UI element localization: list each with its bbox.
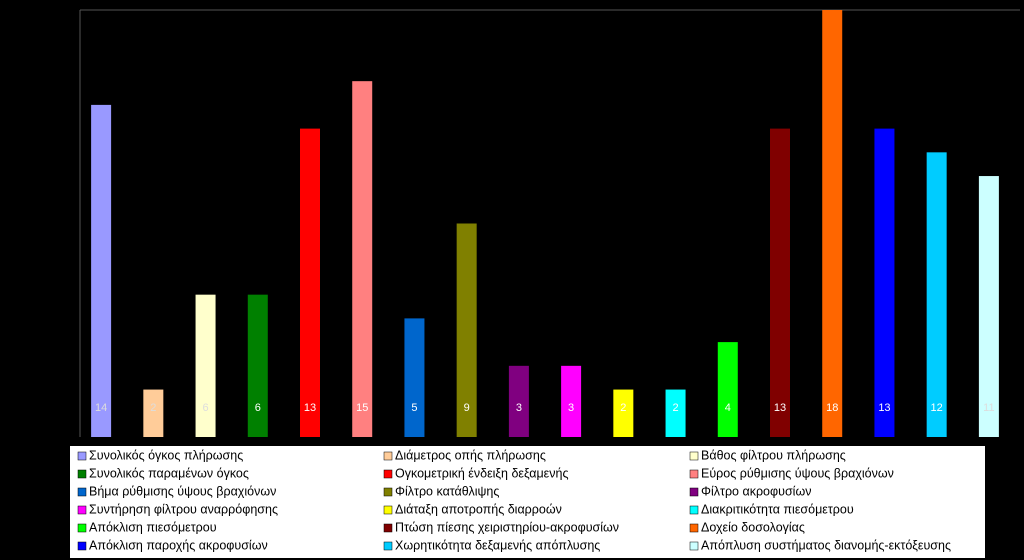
bar: [247, 294, 268, 437]
bar: [770, 128, 790, 437]
value-label: 13: [304, 402, 316, 414]
bar: [508, 365, 529, 437]
legend-swatch: [383, 541, 393, 551]
legend-swatch: [383, 451, 393, 461]
legend-label: Βάθος φίλτρου πλήρωσης: [701, 448, 846, 462]
value-label: 6: [202, 402, 208, 414]
legend-swatch: [383, 505, 393, 515]
value-label: 18: [826, 402, 838, 414]
legend-label: Διάταξη αποτροπής διαρροών: [395, 502, 562, 516]
value-label: 15: [356, 402, 368, 414]
legend-label: Συνολικός παραμένων όγκος: [89, 466, 249, 480]
legend-label: Συνολικός όγκος πλήρωσης: [89, 448, 243, 462]
value-label: 5: [411, 402, 417, 414]
value-label: 13: [774, 402, 786, 414]
value-label: 4: [725, 402, 731, 414]
legend-swatch: [689, 505, 699, 515]
legend-swatch: [77, 505, 87, 515]
legend-label: Φίλτρο ακροφυσίων: [701, 484, 811, 498]
bar: [613, 389, 634, 437]
bar: [404, 318, 425, 437]
bar: [978, 176, 999, 438]
legend-label: Διακριτικότητα πιεσόμετρου: [701, 502, 854, 516]
legend-label: Διάμετρος οπής πλήρωσης: [395, 448, 546, 462]
value-label: 2: [150, 402, 156, 414]
bar: [874, 128, 895, 437]
bar: [143, 389, 164, 437]
legend-swatch: [383, 469, 393, 479]
value-label: 6: [255, 402, 261, 414]
legend-label: Φίλτρο κατάθλιψης: [395, 484, 499, 498]
legend-label: Συντήρηση φίλτρου αναρρόφησης: [89, 502, 278, 516]
legend-swatch: [689, 451, 699, 461]
legend-box: [70, 446, 985, 558]
legend-label: Απόπλυση συστήματος διανομής-εκτόξευσης: [701, 538, 951, 552]
legend-label: Απόκλιση παροχής ακροφυσίων: [89, 538, 268, 552]
bar: [665, 389, 686, 437]
value-label: 3: [568, 402, 574, 414]
legend-swatch: [689, 541, 699, 551]
legend-swatch: [383, 487, 393, 497]
bar: [822, 10, 843, 437]
value-label: 9: [464, 402, 470, 414]
bar: [195, 294, 216, 437]
legend-swatch: [77, 523, 87, 533]
legend-label: Πτώση πίεσης χειριστηρίου-ακροφυσίων: [395, 520, 619, 534]
legend-label: Χωρητικότητα δεξαμενής απόπλυσης: [395, 538, 600, 552]
bar: [561, 365, 582, 437]
value-label: 13: [878, 402, 890, 414]
bar: [456, 223, 477, 437]
legend-swatch: [77, 541, 87, 551]
value-label: 2: [620, 402, 626, 414]
legend-swatch: [77, 469, 87, 479]
bar: [717, 342, 738, 437]
legend-label: Εύρος ρύθμισης ύψους βραχιόνων: [701, 466, 894, 480]
bar: [91, 104, 112, 437]
bar: [352, 81, 373, 438]
legend-swatch: [77, 451, 87, 461]
value-label: 11: [983, 402, 994, 414]
legend-swatch: [77, 487, 87, 497]
legend-label: Απόκλιση πιεσόμετρου: [89, 520, 217, 534]
legend-swatch: [689, 523, 699, 533]
value-label: 12: [931, 402, 943, 414]
legend-label: Βήμα ρύθμισης ύψους βραχιόνων: [89, 484, 276, 498]
bar: [926, 152, 947, 438]
legend-swatch: [689, 469, 699, 479]
legend-swatch: [689, 487, 699, 497]
bar: [300, 128, 320, 437]
value-label: 14: [95, 402, 107, 414]
legend-label: Ογκομετρική ένδειξη δεξαμενής: [395, 466, 568, 480]
legend-label: Δοχείο δοσολογίας: [701, 520, 805, 534]
value-label: 2: [672, 402, 678, 414]
legend-swatch: [383, 523, 393, 533]
value-label: 3: [516, 402, 522, 414]
